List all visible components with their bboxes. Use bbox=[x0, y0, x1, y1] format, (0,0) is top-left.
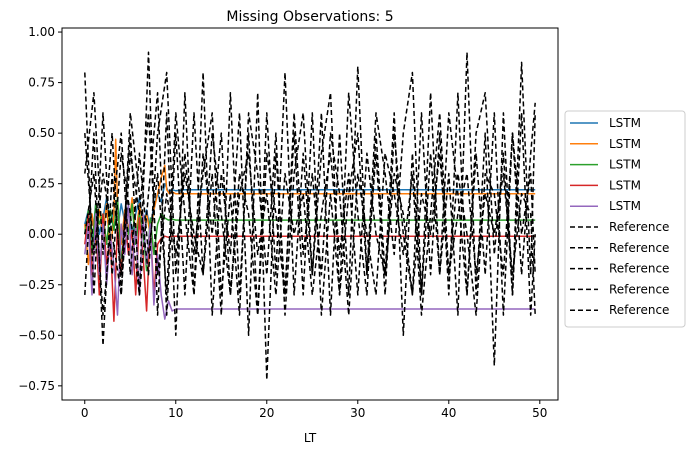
series-line-reference-8 bbox=[84, 71, 536, 316]
legend-entry-label: LSTM bbox=[609, 158, 641, 172]
legend-entry-label: Reference bbox=[609, 262, 669, 276]
legend-entry-label: Reference bbox=[609, 241, 669, 255]
y-tick-label: −0.50 bbox=[18, 328, 55, 342]
x-axis: 0 10 20 30 40 50 bbox=[81, 400, 547, 420]
series-line-reference-10 bbox=[84, 112, 536, 316]
y-tick-label: 0.50 bbox=[28, 126, 55, 140]
legend-entry-label: LSTM bbox=[609, 199, 641, 213]
legend-entry-label: LSTM bbox=[609, 178, 641, 192]
chart-title: Missing Observations: 5 bbox=[226, 9, 393, 25]
x-tick-label: 0 bbox=[81, 406, 89, 420]
y-tick-label: 0.00 bbox=[28, 227, 55, 241]
legend-entry-label: LSTM bbox=[609, 116, 641, 130]
plot-frame bbox=[61, 27, 559, 401]
x-tick-label: 40 bbox=[441, 406, 456, 420]
legend-entry-label: Reference bbox=[609, 220, 669, 234]
x-tick-label: 50 bbox=[532, 406, 547, 420]
legend-entry-label: Reference bbox=[609, 303, 669, 317]
legend: LSTM LSTM LSTM LSTM LSTM Reference Reference Re… bbox=[564, 110, 686, 328]
y-tick-label: 0.25 bbox=[28, 177, 55, 191]
y-tick-label: 0.75 bbox=[28, 76, 55, 90]
x-tick-label: 30 bbox=[350, 406, 365, 420]
y-tick-label: −0.75 bbox=[18, 379, 55, 393]
legend-entry-label: Reference bbox=[609, 282, 669, 296]
series-layer bbox=[84, 51, 536, 381]
x-tick-label: 20 bbox=[259, 406, 274, 420]
y-tick-label: 1.00 bbox=[28, 25, 55, 39]
y-axis: −0.75 −0.50 −0.25 0.00 0.25 0.50 0.75 1.00 bbox=[18, 25, 62, 393]
legend-entry-label: LSTM bbox=[609, 137, 641, 151]
series-line-reference-9 bbox=[84, 112, 536, 316]
x-axis-label: LT bbox=[304, 431, 317, 445]
y-tick-label: −0.25 bbox=[18, 278, 55, 292]
x-tick-label: 10 bbox=[168, 406, 183, 420]
series-line-lstm-3 bbox=[84, 197, 536, 272]
series-line-reference-7 bbox=[84, 65, 536, 347]
